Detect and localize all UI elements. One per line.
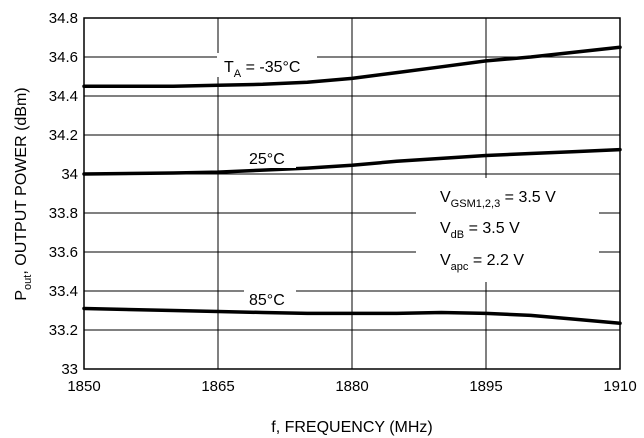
- y-tick-label: 33.4: [49, 283, 78, 300]
- y-tick-labels: 33 33.2 33.4 33.6 33.8 34 34.2 34.4 34.6 34.8: [49, 10, 78, 378]
- series-label-85: 85°C: [249, 292, 285, 309]
- series-line-1: [82, 147, 622, 176]
- series-line-0: [82, 45, 622, 88]
- y-tick-label: 34.2: [49, 127, 78, 144]
- y-axis-title: Pout, OUTPUT POWER (dBm): [13, 87, 34, 300]
- y-tick-label: 33.2: [49, 322, 78, 339]
- label-bg-minus35: [217, 53, 317, 77]
- y-tick-label: 34.6: [49, 49, 78, 66]
- x-axis-title: f, FREQUENCY (MHz): [271, 419, 432, 436]
- y-tick-label: 33: [61, 361, 78, 378]
- x-tick-label: 1910: [603, 378, 636, 395]
- label-bg-85: [244, 289, 296, 309]
- condition-vdb: VdB = 3.5 V: [440, 220, 520, 241]
- y-tick-label: 34.8: [49, 10, 78, 27]
- y-tick-label: 33.6: [49, 244, 78, 261]
- conditions-box: [416, 178, 599, 282]
- y-tick-label: 34.4: [49, 88, 78, 105]
- series-line-2: [82, 306, 622, 325]
- label-bg-25: [244, 148, 296, 168]
- x-tick-label: 1880: [335, 378, 368, 395]
- condition-vgsm: VGSM1,2,3 = 3.5 V: [440, 189, 556, 210]
- y-tick-label: 33.8: [49, 205, 78, 222]
- x-tick-label: 1865: [201, 378, 234, 395]
- y-tick-label: 34: [61, 166, 78, 183]
- condition-vapc: Vapc = 2.2 V: [440, 252, 524, 273]
- x-tick-label: 1895: [469, 378, 502, 395]
- series-lines: [82, 45, 622, 325]
- x-tick-labels: 1850 1865 1880 1895 1910: [67, 378, 636, 395]
- series-label-minus35: TA = -35°C: [224, 59, 300, 80]
- x-tick-label: 1850: [67, 378, 100, 395]
- series-label-25: 25°C: [249, 151, 285, 168]
